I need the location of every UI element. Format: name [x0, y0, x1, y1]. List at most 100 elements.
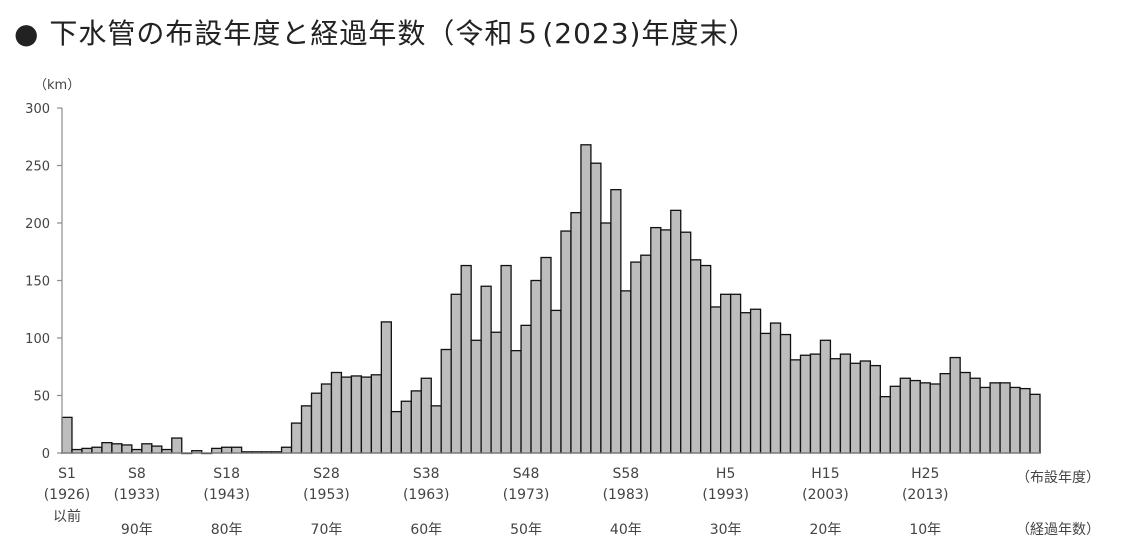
- bar: [739, 312, 752, 454]
- y-tick-label: 300: [25, 102, 50, 117]
- x-label-year: (1983): [603, 487, 650, 503]
- bar: [999, 382, 1011, 454]
- bar: [879, 395, 891, 454]
- x-label-year: (1926): [44, 487, 91, 503]
- bar: [350, 375, 363, 454]
- bar: [340, 376, 353, 454]
- bar: [330, 371, 343, 454]
- bar: [620, 290, 632, 454]
- bar: [470, 339, 482, 454]
- bar: [310, 392, 323, 454]
- bar: [989, 382, 1001, 454]
- bar: [1029, 393, 1041, 454]
- bar: [720, 293, 732, 454]
- x-label-era: S58: [612, 466, 639, 482]
- y-tick-label: 150: [25, 275, 50, 290]
- bar: [839, 353, 852, 454]
- bar: [1009, 386, 1021, 454]
- bar: [530, 279, 542, 454]
- bar: [450, 293, 462, 454]
- x-label-year: (2003): [802, 487, 849, 503]
- bar: [490, 331, 502, 454]
- bar: [809, 353, 822, 454]
- bar: [660, 229, 672, 454]
- bar: [211, 447, 223, 454]
- bar: [540, 256, 552, 454]
- bar: [859, 360, 871, 454]
- x-label-era: H15: [811, 466, 839, 482]
- elapsed-year-label: 10年: [909, 522, 941, 538]
- bar: [410, 390, 422, 454]
- bar: [939, 372, 951, 454]
- bar: [779, 333, 792, 454]
- bar: [700, 264, 712, 454]
- bar: [121, 444, 133, 454]
- bar: [280, 446, 293, 454]
- bar: [829, 358, 842, 454]
- bar: [440, 348, 452, 454]
- elapsed-year-label: 90年: [121, 522, 153, 538]
- chart-title: ● 下水管の布設年度と経過年数（令和５(2023)年度末）: [14, 17, 758, 50]
- bar: [570, 211, 582, 454]
- bar: [171, 437, 183, 454]
- bar: [61, 416, 73, 454]
- y-tick-label: 50: [33, 390, 50, 405]
- bar: [600, 222, 612, 454]
- bar: [929, 383, 941, 454]
- bar: [221, 446, 233, 454]
- x-label-era: S18: [213, 466, 240, 482]
- bar: [969, 377, 981, 454]
- bar: [560, 230, 572, 454]
- row-caption-elapsed-years: （経過年数）: [1016, 522, 1100, 538]
- bar: [81, 447, 93, 454]
- x-label-extra: 以前: [53, 508, 81, 525]
- bar: [819, 339, 832, 454]
- bar: [949, 356, 961, 454]
- x-label-year: (1943): [203, 487, 250, 503]
- bar: [370, 374, 382, 454]
- x-label-year: (1953): [303, 487, 350, 503]
- row-caption-install-year: （布設年度）: [1016, 470, 1100, 486]
- y-axis-unit: （km）: [34, 78, 80, 93]
- x-label-year: (1973): [503, 487, 550, 503]
- bar: [710, 306, 722, 454]
- x-label-era: H5: [716, 466, 735, 482]
- bar: [959, 371, 971, 454]
- x-label-era: H25: [911, 466, 939, 482]
- x-label-year: (2013): [902, 487, 949, 503]
- bar: [290, 422, 303, 454]
- bar: [630, 261, 642, 454]
- bar: [550, 309, 562, 454]
- bar: [590, 162, 602, 454]
- elapsed-year-label: 60年: [410, 522, 442, 538]
- x-label-year: (1963): [403, 487, 450, 503]
- y-tick-label: 100: [25, 332, 50, 347]
- elapsed-year-label: 80年: [211, 522, 243, 538]
- bar: [680, 231, 692, 454]
- bar: [889, 385, 901, 454]
- bar: [799, 354, 812, 454]
- bar: [101, 441, 113, 454]
- y-tick-label: 250: [25, 160, 50, 175]
- bar: [510, 349, 522, 454]
- x-label-era: S28: [313, 466, 340, 482]
- bar: [650, 226, 662, 454]
- bar: [320, 383, 333, 454]
- elapsed-year-label: 30年: [710, 522, 742, 538]
- bar: [690, 259, 702, 454]
- bar: [500, 264, 512, 454]
- elapsed-year-label: 40年: [610, 522, 642, 538]
- bar: [909, 379, 921, 454]
- bar: [769, 322, 782, 454]
- bar: [300, 405, 313, 454]
- bar: [420, 377, 432, 454]
- bar: [390, 410, 402, 454]
- bar: [610, 188, 622, 454]
- y-tick-label: 0: [42, 447, 50, 462]
- bar: [151, 445, 163, 454]
- elapsed-year-label: 50年: [510, 522, 542, 538]
- y-tick-label: 200: [25, 217, 50, 232]
- bar: [580, 144, 592, 454]
- x-label-era: S48: [513, 466, 540, 482]
